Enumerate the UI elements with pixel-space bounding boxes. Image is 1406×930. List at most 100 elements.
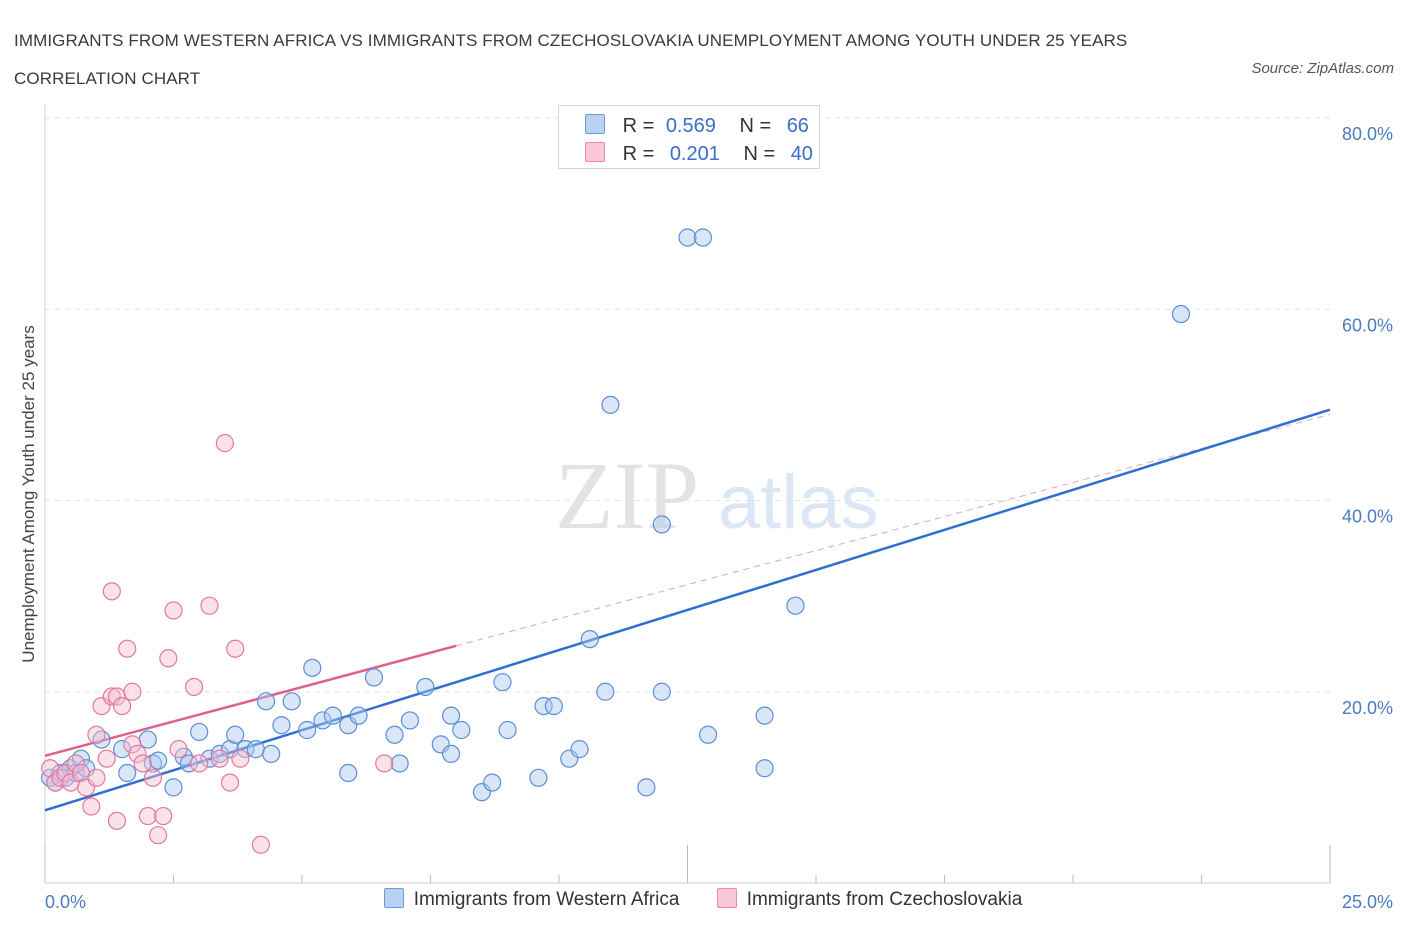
point-western-africa xyxy=(236,740,255,759)
data-points xyxy=(41,228,1191,854)
point-western-africa xyxy=(441,706,461,725)
point-czechoslovakia xyxy=(133,754,152,773)
series-legend: Immigrants from Western Africa Immigrant… xyxy=(0,888,1406,911)
legend-n-label: N = xyxy=(743,143,776,165)
legend-row-czechoslovakia: R = 0.201 N = 40 xyxy=(585,142,813,166)
point-czechoslovakia xyxy=(97,749,116,768)
point-western-africa xyxy=(652,515,671,534)
point-western-africa xyxy=(349,706,368,725)
point-western-africa xyxy=(298,720,317,740)
x-tick-label: 0.0% xyxy=(45,892,86,912)
point-czechoslovakia xyxy=(164,601,183,620)
point-western-africa xyxy=(385,725,404,744)
series-legend-label: Immigrants from Western Africa xyxy=(413,889,680,910)
point-czechoslovakia xyxy=(118,639,137,658)
y-tick-label: 40.0% xyxy=(1342,507,1393,527)
legend-swatch-blue xyxy=(585,114,605,134)
point-czechoslovakia xyxy=(200,596,219,615)
point-western-africa xyxy=(580,630,599,649)
point-western-africa xyxy=(544,696,563,716)
point-western-africa xyxy=(596,682,615,701)
chart-title: IMMIGRANTS FROM WESTERN AFRICA VS IMMIGR… xyxy=(14,31,1128,88)
legend-row-western-africa: R = 0.569 N = 66 xyxy=(585,114,809,138)
point-western-africa xyxy=(534,696,553,716)
point-western-africa xyxy=(364,668,384,687)
point-czechoslovakia xyxy=(154,806,173,826)
point-western-africa xyxy=(652,682,671,701)
point-western-africa xyxy=(313,711,332,730)
legend-r-label: R = xyxy=(622,143,655,165)
point-czechoslovakia xyxy=(215,434,234,453)
point-czechoslovakia xyxy=(148,826,168,845)
point-czechoslovakia xyxy=(66,754,85,773)
chart-source: Source: ZipAtlas.com xyxy=(1251,60,1394,77)
point-western-africa xyxy=(164,778,183,797)
point-western-africa xyxy=(303,658,322,677)
point-czechoslovakia xyxy=(107,811,127,830)
legend-n-value: 40 xyxy=(790,143,813,165)
point-western-africa xyxy=(1171,304,1191,324)
point-western-africa xyxy=(323,706,342,725)
point-western-africa xyxy=(698,725,718,744)
point-western-africa xyxy=(693,228,713,247)
point-western-africa xyxy=(570,740,589,759)
point-western-africa xyxy=(118,763,137,783)
point-western-africa xyxy=(637,778,656,797)
series-legend-label: Immigrants from Czechoslovakia xyxy=(746,889,1023,910)
x-tick-label: 25.0% xyxy=(1342,892,1393,912)
point-czechoslovakia xyxy=(210,749,229,768)
point-western-africa xyxy=(246,740,265,759)
point-czechoslovakia xyxy=(169,740,188,759)
point-czechoslovakia xyxy=(123,735,142,754)
point-western-africa xyxy=(256,692,276,711)
point-western-africa xyxy=(200,749,219,768)
watermark-atlas: atlas xyxy=(718,460,879,545)
legend-r-value: 0.569 xyxy=(665,115,716,137)
point-western-africa xyxy=(483,773,502,792)
point-western-africa xyxy=(755,706,774,725)
point-western-africa xyxy=(190,722,209,742)
point-czechoslovakia xyxy=(184,677,204,697)
point-western-africa xyxy=(416,677,435,697)
point-western-africa xyxy=(498,720,517,740)
point-western-africa xyxy=(755,759,774,778)
legend-r-label: R = xyxy=(622,115,655,137)
point-western-africa xyxy=(400,711,420,730)
series-legend-item-czechoslovakia: Immigrants from Czechoslovakia xyxy=(716,888,1023,911)
point-czechoslovakia xyxy=(82,797,101,816)
point-western-africa xyxy=(210,744,229,764)
point-western-africa xyxy=(452,720,471,740)
point-czechoslovakia xyxy=(112,696,132,716)
trend-lines xyxy=(44,408,1331,812)
point-western-africa xyxy=(148,751,168,770)
point-western-africa xyxy=(282,692,301,711)
point-western-africa xyxy=(601,395,620,414)
legend-n-label: N = xyxy=(739,115,772,137)
point-czechoslovakia xyxy=(231,749,250,768)
point-western-africa xyxy=(678,228,697,247)
point-czechoslovakia xyxy=(128,744,147,764)
point-czechoslovakia xyxy=(87,725,106,744)
legend-n-value: 66 xyxy=(786,115,809,137)
watermark-zip: ZIP xyxy=(555,442,699,549)
point-czechoslovakia xyxy=(226,639,245,658)
series-legend-item-western-africa: Immigrants from Western Africa xyxy=(383,888,680,911)
series-legend-swatch-pink xyxy=(716,888,737,908)
y-tick-label: 80.0% xyxy=(1342,124,1393,144)
point-western-africa xyxy=(493,673,512,692)
point-czechoslovakia xyxy=(251,835,270,854)
point-western-africa xyxy=(339,763,358,783)
point-czechoslovakia xyxy=(190,754,209,773)
watermark: ZIP atlas xyxy=(555,442,879,549)
y-tick-label: 20.0% xyxy=(1342,698,1393,718)
point-western-africa xyxy=(143,754,163,773)
point-western-africa xyxy=(529,768,548,787)
trend-line-czechoslovakia-extrapolated xyxy=(456,413,1331,647)
legend-swatch-pink xyxy=(585,142,605,162)
point-western-africa xyxy=(390,754,409,773)
legend-r-value: 0.201 xyxy=(669,143,720,165)
point-western-africa xyxy=(226,725,245,744)
point-western-africa xyxy=(272,716,291,735)
y-tick-label: 60.0% xyxy=(1342,315,1393,335)
